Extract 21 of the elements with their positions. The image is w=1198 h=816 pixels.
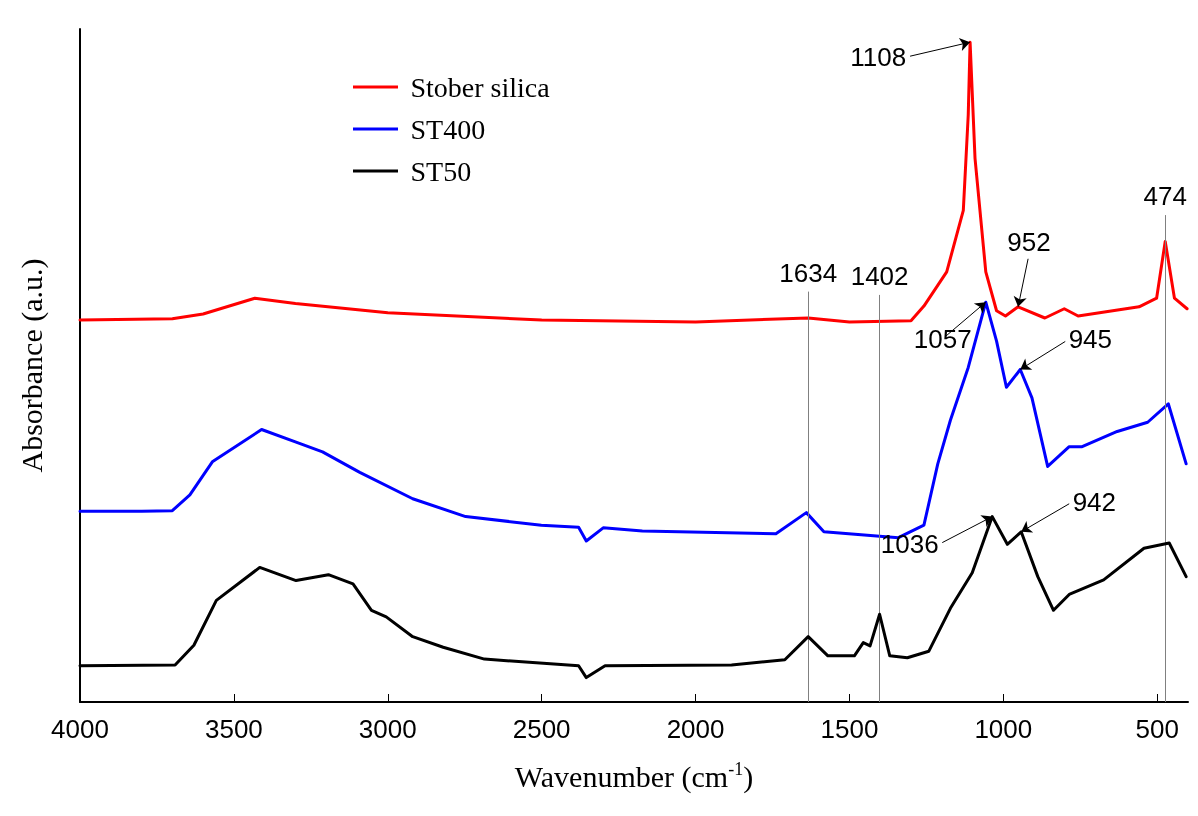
y-axis-title: Absorbance (a.u.): [14, 258, 49, 473]
ref-line-label: 1402: [850, 260, 909, 291]
annotation: 945: [1068, 324, 1113, 355]
x-tick-label: 3000: [358, 714, 417, 744]
x-tick-label: 2500: [512, 714, 571, 744]
annotation: 952: [1007, 226, 1051, 257]
legend-label: ST50: [410, 155, 472, 187]
x-tick-label: 2000: [666, 714, 725, 744]
legend-label: Stober silica: [410, 71, 551, 103]
x-tick-label: 1000: [974, 714, 1033, 744]
ref-line-label: 474: [1143, 181, 1187, 212]
annotation: 942: [1072, 486, 1117, 517]
x-tick-label: 500: [1135, 714, 1179, 744]
x-tick-label: 1500: [820, 714, 879, 744]
x-tick-label: 3500: [204, 714, 263, 744]
annotation: 1108: [850, 42, 907, 73]
x-tick-label: 4000: [51, 714, 109, 744]
annotation: 1057: [913, 323, 972, 354]
ref-line-label: 1634: [779, 257, 838, 288]
legend-label: ST400: [410, 113, 486, 145]
annotation: 1036: [880, 529, 939, 560]
